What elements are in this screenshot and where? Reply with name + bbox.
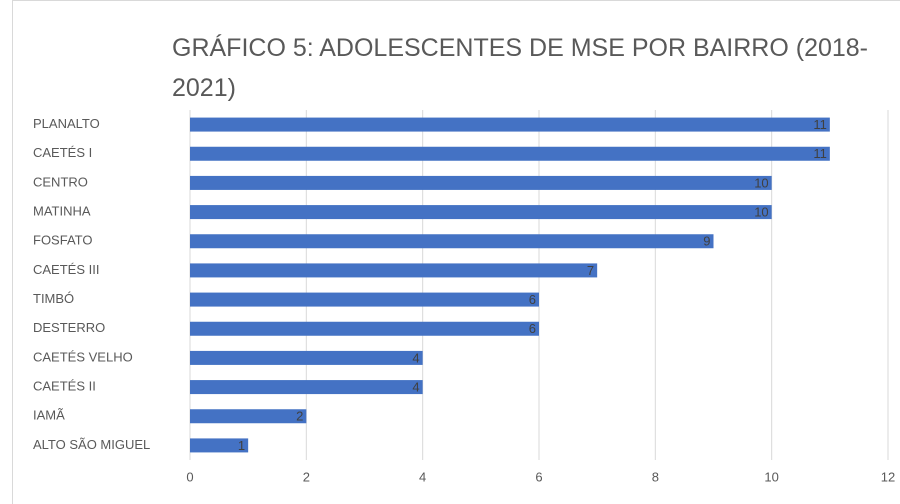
x-tick-label: 8 [652, 469, 659, 484]
x-tick-label: 6 [535, 469, 542, 484]
value-label: 10 [754, 175, 768, 190]
bar [190, 234, 714, 249]
bar [190, 409, 307, 424]
y-tick-label: CAETÉS III [33, 262, 99, 277]
value-label: 1 [238, 438, 245, 453]
x-tick-label: 4 [419, 469, 426, 484]
bar [190, 146, 830, 161]
y-tick-label: IAMÃ [33, 408, 65, 423]
value-label: 9 [703, 234, 710, 249]
bar [190, 263, 598, 278]
y-tick-label: FOSFATO [33, 233, 92, 248]
value-label: 6 [529, 321, 536, 336]
x-tick-label: 0 [186, 469, 193, 484]
y-tick-label: CAETÉS I [33, 145, 92, 160]
y-tick-label: CAETÉS VELHO [33, 349, 133, 364]
bar [190, 117, 830, 132]
y-tick-label: PLANALTO [33, 116, 100, 131]
value-label: 2 [296, 409, 303, 424]
x-tick-label: 10 [764, 469, 778, 484]
y-tick-label: CENTRO [33, 174, 88, 189]
bar [190, 380, 423, 395]
chart-border [12, 0, 900, 504]
y-tick-label: TIMBÓ [33, 291, 74, 306]
value-label: 10 [754, 205, 768, 220]
y-tick-label: ALTO SÃO MIGUEL [33, 437, 150, 452]
y-tick-label: DESTERRO [33, 320, 105, 335]
value-label: 6 [529, 292, 536, 307]
value-label: 4 [412, 350, 419, 365]
bar [190, 205, 772, 220]
value-label: 7 [587, 263, 594, 278]
value-label: 11 [813, 117, 827, 132]
value-label: 4 [412, 380, 419, 395]
bar [190, 321, 539, 336]
x-tick-label: 2 [303, 469, 310, 484]
y-tick-label: MATINHA [33, 204, 91, 219]
x-tick-label: 12 [881, 469, 895, 484]
value-label: 11 [813, 146, 827, 161]
bar [190, 438, 249, 453]
bar [190, 175, 772, 190]
bar [190, 350, 423, 365]
chart-title: GRÁFICO 5: ADOLESCENTES DE MSE POR BAIRR… [172, 34, 869, 102]
y-tick-label: CAETÉS II [33, 379, 96, 394]
bar [190, 292, 539, 307]
